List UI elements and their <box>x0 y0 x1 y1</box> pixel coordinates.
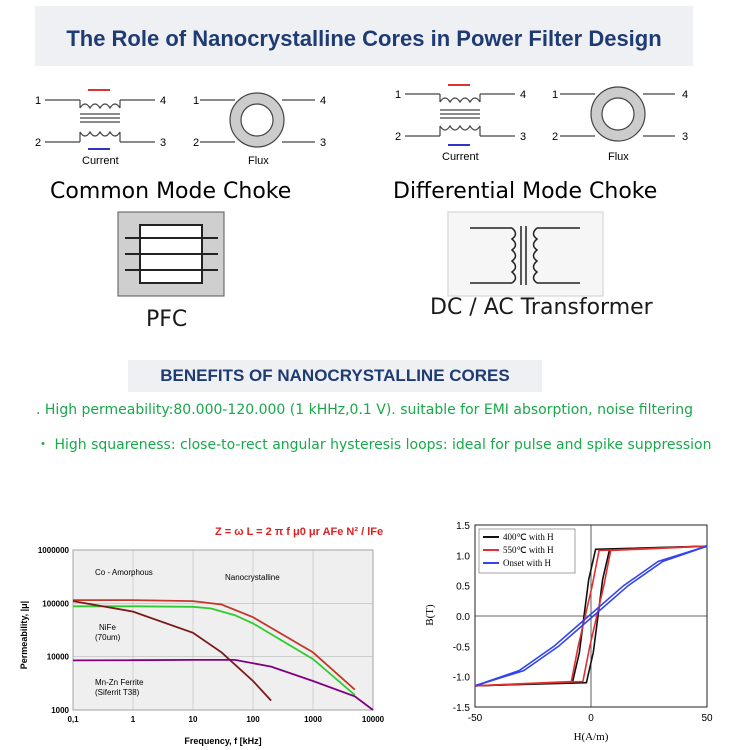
pin-label: 3 <box>520 131 526 143</box>
benefit-item: . High permeability:80.000-120.000 (1 kH… <box>36 402 693 418</box>
y-tick-label: -0.5 <box>453 642 471 653</box>
y-axis-label: Permeability, |μ| <box>19 601 29 669</box>
pin-label: 1 <box>193 95 199 107</box>
permeability-chart: Z = ω L = 2 π f μ0 μr AFe N² / lFe 0,1 1 1… <box>19 526 385 746</box>
y-tick-label: 10000 <box>47 653 70 662</box>
legend-label: 550℃ with H <box>503 545 554 555</box>
y-tick-label: -1.0 <box>453 673 471 684</box>
pin-label: 3 <box>320 137 326 149</box>
series-label: (70um) <box>95 633 121 642</box>
series-line <box>72 600 272 702</box>
y-axis-label: B(T) <box>424 604 436 626</box>
y-tick-label: -1.5 <box>453 703 471 714</box>
pin-label: 1 <box>35 95 41 107</box>
series-line <box>72 658 374 711</box>
pin-label: 1 <box>395 89 401 101</box>
hysteresis-chart: -50 0 50 -1.5 -1.0 -0.5 0.0 0.5 1.0 1.5 B(T) H(A/… <box>424 521 713 743</box>
transformer-label: DC / AC Transformer <box>430 295 653 320</box>
series-label: (Siferrit T38) <box>95 688 140 697</box>
pfc-label: PFC <box>146 307 188 332</box>
pin-label: 3 <box>160 137 166 149</box>
differential-mode-schematic <box>405 93 515 137</box>
common-mode-label: Common Mode Choke <box>50 179 291 204</box>
y-tick-label: 0.0 <box>456 612 470 623</box>
x-tick-label: 10 <box>189 715 198 724</box>
pin-label: 4 <box>682 89 688 101</box>
benefits-banner: BENEFITS OF NANOCRYSTALLINE CORES <box>128 360 542 392</box>
series-line <box>474 545 708 687</box>
benefit-item: ・ High squareness: close-to-rect angular… <box>36 437 712 453</box>
legend-label: 400℃ with H <box>503 532 554 542</box>
differential-mode-label: Differential Mode Choke <box>393 179 657 204</box>
series-label: NiFe <box>99 623 116 632</box>
x-tick-label: 1000 <box>304 715 322 724</box>
x-tick-label: -50 <box>468 713 483 724</box>
pin-label: 4 <box>160 95 166 107</box>
flux-label: Flux <box>608 151 629 163</box>
series-line <box>474 545 708 687</box>
title-banner: The Role of Nanocrystalline Cores in Pow… <box>35 6 693 66</box>
common-mode-toroid <box>200 92 315 148</box>
y-tick-label: 100000 <box>42 599 69 608</box>
page-title: The Role of Nanocrystalline Cores in Pow… <box>66 26 662 51</box>
x-tick-label: 1 <box>131 715 136 724</box>
series-line <box>73 599 356 691</box>
x-axis-label: H(A/m) <box>574 731 609 743</box>
pin-label: 2 <box>395 131 401 143</box>
y-tick-label: 1000000 <box>38 546 70 555</box>
current-label: Current <box>442 151 479 163</box>
y-tick-label: 1.0 <box>456 551 470 562</box>
series-line <box>73 605 356 696</box>
plot-area <box>72 549 374 711</box>
chart-formula: Z = ω L = 2 π f μ0 μr AFe N² / lFe <box>215 526 383 538</box>
choke-diagrams: 1 2 3 4 Current 1 2 3 4 Flux 1 2 3 4 Cur… <box>35 84 688 297</box>
transformer-symbol <box>447 211 604 297</box>
benefits-title: BENEFITS OF NANOCRYSTALLINE CORES <box>160 366 510 385</box>
pfc-inductor-symbol <box>117 211 225 297</box>
y-tick-label: 1.5 <box>456 521 470 532</box>
legend: 400℃ with H 550℃ with H Onset with H <box>478 528 576 574</box>
x-tick-label: 50 <box>701 713 713 724</box>
pin-label: 4 <box>520 89 526 101</box>
x-tick-label: 0,1 <box>67 715 79 724</box>
legend-label: Onset with H <box>503 558 551 568</box>
pin-label: 4 <box>320 95 326 107</box>
x-axis-label: Frequency, f [kHz] <box>184 736 261 746</box>
current-label: Current <box>82 155 119 167</box>
y-tick-label: 0.5 <box>456 582 470 593</box>
y-tick-label: 1000 <box>51 706 69 715</box>
series-line <box>474 545 708 687</box>
x-tick-label: 10000 <box>362 715 385 724</box>
series-label: Nanocrystalline <box>225 573 280 582</box>
common-mode-schematic <box>45 99 155 143</box>
flux-label: Flux <box>248 155 269 167</box>
pin-label: 2 <box>552 131 558 143</box>
pin-label: 3 <box>682 131 688 143</box>
differential-mode-toroid <box>560 86 675 142</box>
series-label: Mn-Zn Ferrite <box>95 678 144 687</box>
x-tick-label: 100 <box>246 715 260 724</box>
pin-label: 2 <box>35 137 41 149</box>
pin-label: 2 <box>193 137 199 149</box>
x-tick-label: 0 <box>588 713 594 724</box>
series-label: Co - Amorphous <box>95 568 153 577</box>
pin-label: 1 <box>552 89 558 101</box>
